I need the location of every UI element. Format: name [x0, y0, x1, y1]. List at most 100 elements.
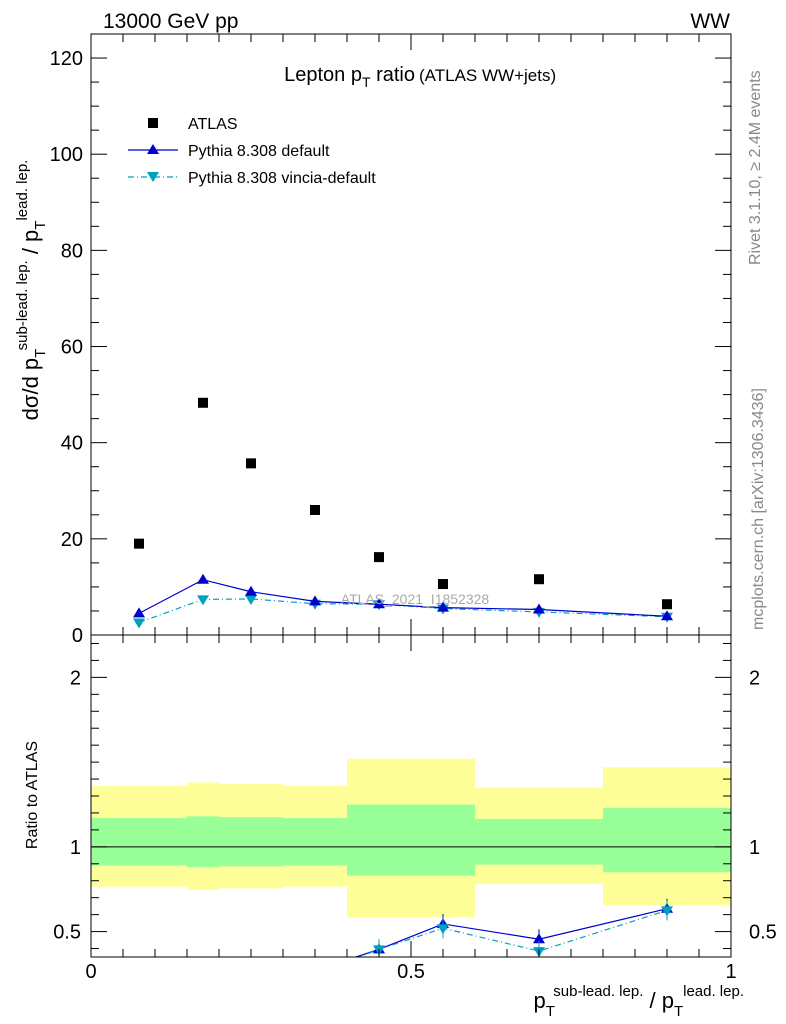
band-inner — [603, 807, 731, 873]
label-fragment: sub-lead. lep. — [553, 983, 643, 1000]
label-fragment: sub-lead. lep. — [14, 260, 31, 350]
main-x-ticks — [90, 34, 732, 635]
point-default — [197, 573, 209, 584]
band-inner — [187, 816, 219, 868]
ratio-series-layer — [133, 898, 673, 999]
y-tick-label: 60 — [61, 337, 83, 359]
ratio-point-vincia — [309, 970, 321, 980]
series-line-vincia — [138, 598, 668, 624]
label-fragment: ratio — [371, 64, 415, 86]
band-inner — [91, 818, 187, 866]
legend-label-vincia: Pythia 8.308 vincia-default — [188, 170, 376, 187]
point-default — [661, 610, 673, 621]
label-fragment: T — [546, 1003, 555, 1020]
x-tick-label: 0.5 — [397, 961, 425, 983]
ratio-y-ticks: 0.5 0.5 1 1 2 2 — [53, 642, 777, 950]
band-inner — [347, 804, 475, 876]
point-default — [309, 595, 321, 606]
legend-item-atlas: ATLAS — [148, 116, 238, 133]
ratio-point-default — [309, 965, 321, 975]
y-tick-label: 80 — [61, 240, 83, 262]
ratio-y-tick-label: 2 — [70, 667, 81, 689]
watermark: ATLAS_2021_I1852328 — [341, 591, 490, 607]
ratio-point-default — [245, 968, 257, 978]
y-tick-label: 120 — [50, 48, 83, 70]
ratio-y-tick-label-right: 2 — [749, 667, 760, 689]
main-frame — [90, 33, 732, 636]
ratio-x-ticks: 0 0.5 1 — [85, 635, 737, 983]
legend-label-default: Pythia 8.308 default — [188, 143, 330, 160]
x-tick-label: 0 — [85, 961, 96, 983]
label-fragment: p — [534, 988, 546, 1013]
point-default — [133, 607, 145, 618]
label-fragment: lead. lep. — [14, 160, 31, 221]
y-tick-label: 0 — [72, 625, 83, 647]
ratio-y-tick-label-right: 0.5 — [749, 922, 777, 944]
legend-label-atlas: ATLAS — [188, 116, 238, 133]
point-default — [245, 585, 257, 596]
point-atlas — [534, 574, 544, 585]
label-fragment: T — [674, 1003, 683, 1020]
ratio-line-vincia — [357, 909, 668, 957]
point-atlas — [246, 458, 256, 469]
label-fragment: T — [362, 74, 371, 90]
chart-title: Lepton pT ratio — [284, 64, 415, 90]
header-right: WW — [690, 10, 730, 33]
point-vincia — [197, 595, 209, 606]
label-fragment: / p — [643, 988, 674, 1013]
y-tick-label: 100 — [50, 144, 83, 166]
ratio-point-default — [133, 970, 145, 980]
main-y-ticks: 0 20 40 60 80 100 120 — [50, 33, 731, 647]
ratio-point-default — [533, 933, 545, 944]
point-atlas — [310, 504, 320, 515]
ratio-y-tick-label-right: 1 — [749, 837, 760, 859]
main-y-label: dσ/d pTsub-lead. lep. / pTlead. lep. — [14, 160, 49, 421]
chart-title-note: (ATLAS WW+jets) — [419, 66, 556, 85]
legend: ATLAS Pythia 8.308 default Pythia 8.308 … — [128, 116, 376, 187]
ratio-y-tick-label: 1 — [70, 837, 81, 859]
point-vincia — [133, 618, 145, 629]
label-fragment: Lepton p — [284, 64, 362, 86]
label-fragment: / p — [18, 230, 43, 261]
band-inner — [219, 817, 283, 867]
ratio-y-tick-label: 0.5 — [53, 922, 81, 944]
ratio-point-vincia — [197, 987, 209, 997]
main-series-layer — [133, 397, 673, 629]
ratio-bands-layer — [91, 758, 731, 918]
y-tick-label: 20 — [61, 529, 83, 551]
legend-marker-triangle-up — [147, 144, 159, 154]
ratio-point-vincia — [245, 977, 257, 987]
label-fragment: dσ/d p — [18, 358, 43, 421]
ratio-panel: 0.5 0.51 12 2 0 0.5 1 Ratio to ATLAS pTsub-le… — [24, 634, 777, 1020]
legend-item-vincia: Pythia 8.308 vincia-default — [128, 170, 376, 187]
point-atlas — [438, 579, 448, 590]
mcplots-label: mcplots.cern.ch [arXiv:1306.3436] — [750, 388, 767, 630]
point-atlas — [198, 397, 208, 408]
label-fragment: lead. lep. — [683, 983, 744, 1000]
point-default — [437, 601, 449, 612]
x-tick-label: 1 — [725, 961, 736, 983]
point-atlas — [134, 538, 144, 549]
ratio-point-vincia — [661, 906, 673, 917]
ratio-point-vincia — [133, 989, 145, 999]
legend-marker-square — [148, 118, 158, 128]
point-vincia — [245, 594, 257, 605]
point-atlas — [662, 599, 672, 610]
ratio-line-default — [354, 908, 668, 957]
main-panel: ATLAS_2021_I1852328 0 20 40 60 80 100 120 Lept… — [14, 33, 732, 647]
point-default — [373, 598, 385, 609]
rivet-label: Rivet 3.1.10, ≥ 2.4M events — [747, 70, 764, 265]
point-atlas — [374, 552, 384, 563]
ratio-point-vincia — [437, 924, 449, 935]
label-fragment: T — [32, 221, 49, 230]
label-fragment: T — [32, 349, 49, 358]
y-tick-label: 40 — [61, 433, 83, 455]
x-axis-label: pTsub-lead. lep. / pTlead. lep. — [534, 983, 744, 1020]
band-inner — [283, 818, 347, 866]
legend-marker-triangle-down — [147, 172, 159, 182]
header-left: 13000 GeV pp — [103, 10, 238, 33]
legend-item-default: Pythia 8.308 default — [128, 143, 330, 160]
ratio-y-label: Ratio to ATLAS — [24, 741, 41, 849]
point-default — [533, 603, 545, 614]
